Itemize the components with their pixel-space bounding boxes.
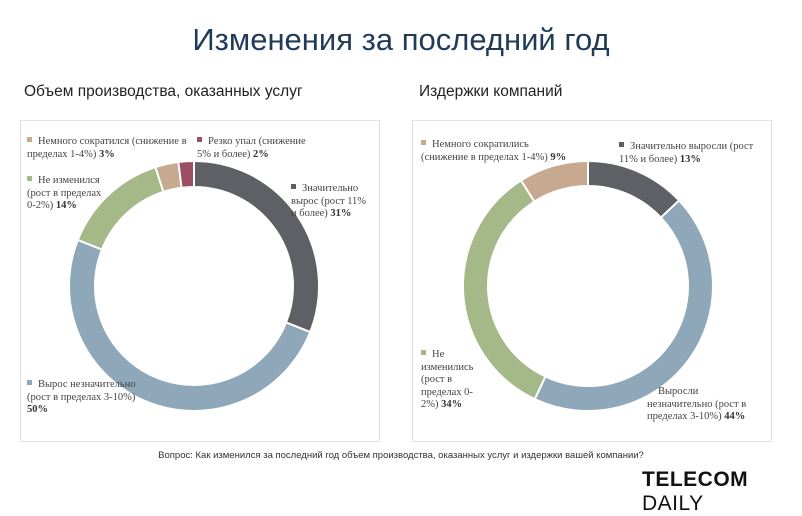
legend-marker [197,137,202,142]
legend-label-slight-growth: Выросли незначительно (рост в пределах 3… [647,386,747,422]
costs-chart-panel: Немного сократились (снижение в пределах… [412,120,772,442]
legend-marker [27,176,32,181]
legend-marker [421,350,426,355]
telecom-daily-logo: TELECOM DAILY [642,468,749,515]
legend-label-slight-decrease: Немного сократились (снижение в пределах… [421,139,567,163]
legend-marker [421,140,426,145]
survey-question-footnote: Вопрос: Как изменился за последний год о… [158,450,644,461]
donut-slice [177,159,195,189]
legend-label-no-change: Не изменился (рост в пределах 0-2%) 14% [27,175,102,211]
chart-title-production: Объем производства, оказанных услуг [24,83,303,100]
legend-marker [27,137,32,142]
legend-label-sharp-drop: Резко упал (снижение 5% и более) 2% [197,136,306,160]
production-donut-chart [68,159,320,412]
legend-marker [619,142,624,147]
legend-label-significant-growth: Значительно вырос (рост 11% и более) 31% [291,183,367,219]
legend-label-significant-growth: Значительно выросли (рост 11% и более) 1… [619,141,754,165]
legend-label-no-change: Не изменились (рост в пределах 0-2%) 34% [421,349,474,410]
donut-slice [519,159,589,203]
donut-slice [587,159,681,219]
production-chart-panel: Немного сократился (снижение в пределах … [20,120,380,442]
legend-marker [27,380,32,385]
donut-slice [68,238,312,412]
donut-slice [533,199,714,412]
legend-label-slight-decrease: Немного сократился (снижение в пределах … [27,136,187,160]
legend-marker [291,184,296,189]
chart-title-costs: Издержки компаний [419,83,563,100]
legend-label-slight-growth: Вырос незначительно (рост в пределах 3-1… [27,379,136,415]
legend-marker [647,387,652,392]
page-title: Изменения за последний год [192,22,610,57]
costs-donut-chart [462,159,714,412]
